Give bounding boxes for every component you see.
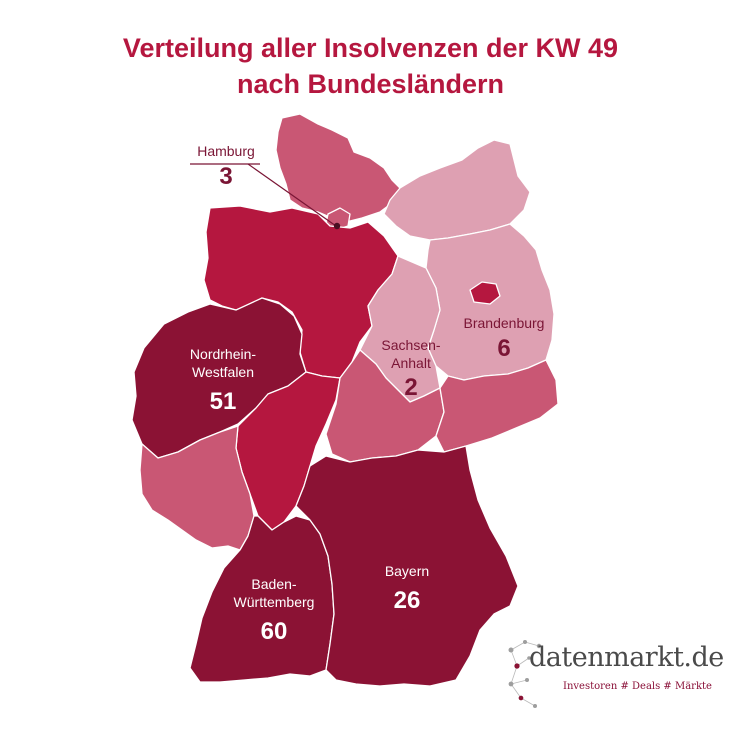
label-brandenburg-value: 6	[497, 335, 511, 362]
label-nrw-name-2: Westfalen	[192, 364, 254, 380]
label-nordrhein-westfalen: Nordrhein- Westfalen 51	[168, 345, 278, 417]
label-bw-name-2: Württemberg	[233, 594, 315, 610]
label-hamburg-name: Hamburg	[197, 143, 255, 159]
logo-wordmark: datenmarkt.de	[529, 642, 724, 673]
label-bw-value: 60	[260, 618, 288, 645]
label-baden-wuerttemberg: Baden- Württemberg 60	[214, 575, 334, 647]
label-brandenburg-name: Brandenburg	[463, 315, 545, 331]
label-hamburg-value: 3	[219, 163, 233, 190]
label-brandenburg: Brandenburg 6	[444, 314, 564, 364]
state-schleswig-holstein	[275, 113, 401, 223]
chart-title: Verteilung aller Insolvenzen der KW 49 n…	[0, 30, 741, 102]
state-bayern	[295, 445, 519, 687]
network-dots-icon	[508, 640, 542, 708]
label-bw-name-1: Baden-	[251, 576, 297, 592]
label-sachsen-anhalt: Sachsen- Anhalt 2	[366, 336, 456, 403]
hamburg-marker	[333, 222, 341, 230]
hamburg-pointer-line	[247, 163, 337, 227]
state-berlin	[469, 281, 501, 305]
state-sachsen	[435, 359, 559, 453]
label-hamburg: Hamburg 3	[186, 142, 266, 192]
title-line-1: Verteilung aller Insolvenzen der KW 49	[122, 33, 619, 63]
title-line-2: nach Bundesländern	[236, 69, 505, 99]
label-nrw-name-1: Nordrhein-	[189, 346, 257, 362]
label-sachsen-anhalt-name-2: Anhalt	[391, 355, 431, 371]
label-bayern-name: Bayern	[384, 563, 430, 579]
label-bayern: Bayern 26	[362, 562, 452, 616]
label-nrw-value: 51	[209, 388, 237, 415]
label-sachsen-anhalt-name-1: Sachsen-	[381, 337, 441, 353]
label-sachsen-anhalt-value: 2	[404, 374, 418, 401]
logo-tagline: Investoren # Deals # Märkte	[563, 681, 712, 692]
label-bayern-value: 26	[393, 587, 421, 614]
datenmarkt-logo: datenmarkt.de Investoren # Deals # Märkt…	[505, 636, 724, 708]
state-mecklenburg-vorpommern	[383, 139, 531, 241]
